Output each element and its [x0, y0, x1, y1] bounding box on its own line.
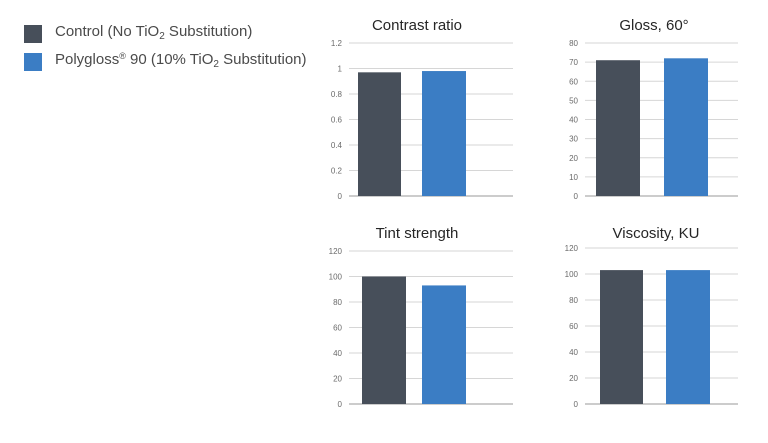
y-tick-label: 40	[333, 349, 342, 358]
y-tick-label: 50	[569, 96, 578, 105]
y-tick-label: 60	[333, 324, 342, 333]
y-tick-label: 0.8	[331, 90, 343, 99]
y-tick-label: 120	[329, 247, 343, 256]
chart-2-title: Gloss, 60°	[619, 17, 688, 34]
y-tick-label: 1	[338, 65, 343, 74]
y-tick-label: 80	[333, 298, 342, 307]
y-tick-label: 100	[329, 273, 343, 282]
y-tick-label: 1.2	[331, 39, 343, 48]
chart-4-title: Viscosity, KU	[613, 225, 700, 242]
bar-polygloss	[422, 71, 466, 196]
y-tick-label: 40	[569, 116, 578, 125]
chart-3: Tint strength 0 20 40 60 80 100 120	[329, 225, 513, 409]
y-tick-label: 0	[338, 192, 343, 201]
chart-2: Gloss, 60° 0 10 20 30 40 50 60 70 80	[569, 17, 738, 201]
y-tick-label: 0	[574, 400, 579, 409]
legend-label-control: Control (No TiO2 Substitution)	[55, 23, 253, 42]
legend-label-polygloss: Polygloss® 90 (10% TiO2 Substitution)	[55, 51, 307, 70]
y-tick-label: 0.6	[331, 116, 343, 125]
y-tick-label: 70	[569, 58, 578, 67]
y-tick-label: 0	[338, 400, 343, 409]
bar-control	[358, 72, 401, 196]
y-tick-label: 20	[569, 374, 578, 383]
y-tick-label: 20	[569, 154, 578, 163]
y-tick-label: 0.4	[331, 141, 343, 150]
y-tick-label: 60	[569, 77, 578, 86]
legend-swatch-control	[24, 25, 42, 43]
bar-control	[596, 60, 640, 197]
y-tick-label: 80	[569, 39, 578, 48]
y-tick-label: 100	[565, 270, 579, 279]
y-tick-label: 30	[569, 135, 578, 144]
bar-control	[600, 270, 643, 404]
bar-polygloss	[664, 58, 708, 196]
y-tick-label: 120	[565, 244, 579, 253]
y-tick-label: 40	[569, 348, 578, 357]
y-tick-label: 10	[569, 173, 578, 182]
y-tick-label: 0	[574, 192, 579, 201]
legend-swatch-polygloss	[24, 53, 42, 71]
y-tick-label: 0.2	[331, 167, 343, 176]
chart-1-title: Contrast ratio	[372, 17, 462, 34]
chart-4: Viscosity, KU 0 20 40 60 80 100 120	[565, 225, 738, 409]
y-tick-label: 20	[333, 375, 342, 384]
chart-1: Contrast ratio 0 0.2 0.4 0.6 0.8 1 1.2	[331, 17, 513, 201]
y-tick-label: 60	[569, 322, 578, 331]
chart-3-title: Tint strength	[376, 225, 459, 242]
y-tick-label: 80	[569, 296, 578, 305]
bar-polygloss	[666, 270, 710, 404]
bar-control	[362, 276, 406, 404]
bar-polygloss	[422, 285, 466, 404]
